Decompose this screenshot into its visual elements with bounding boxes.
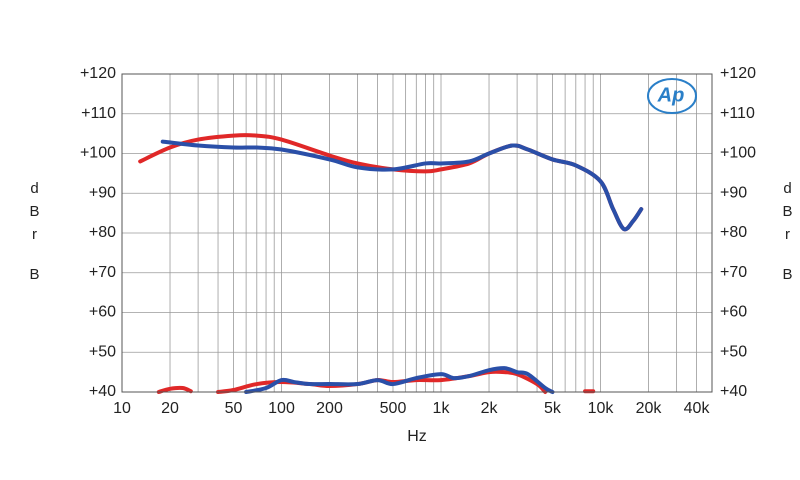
y2-tick-label: +80 bbox=[720, 224, 747, 241]
y2-tick-label: +60 bbox=[720, 304, 747, 321]
lines bbox=[138, 133, 644, 394]
x-tick-label: 5k bbox=[544, 400, 562, 417]
x-tick-label: 20k bbox=[636, 400, 663, 417]
x-tick-label: 1k bbox=[433, 400, 451, 417]
x-tick-label: 100 bbox=[268, 400, 295, 417]
y2-tick-label: +100 bbox=[720, 145, 756, 162]
y-tick-label: +100 bbox=[80, 145, 116, 162]
series-line bbox=[156, 385, 193, 394]
x-tick-label: 40k bbox=[684, 400, 711, 417]
series-line bbox=[244, 366, 555, 394]
y-axis-label: dBr bbox=[26, 180, 43, 249]
y-tick-label: +70 bbox=[89, 264, 116, 281]
x-tick-label: 50 bbox=[225, 400, 243, 417]
y-tick-label: +90 bbox=[89, 184, 116, 201]
x-tick-label: 500 bbox=[380, 400, 407, 417]
y2-tick-label: +70 bbox=[720, 264, 747, 281]
y-tick-label: +80 bbox=[89, 224, 116, 241]
x-tick-label: 2k bbox=[481, 400, 499, 417]
y-tick-label: +120 bbox=[80, 65, 116, 82]
x-tick-label: 10 bbox=[113, 400, 131, 417]
x-tick-label: 10k bbox=[588, 400, 615, 417]
x-tick-label: 20 bbox=[161, 400, 179, 417]
y2-axis-label: dBr bbox=[779, 180, 796, 249]
series-line bbox=[160, 139, 644, 232]
y2-tick-label: +90 bbox=[720, 184, 747, 201]
y-tick-label: +50 bbox=[89, 343, 116, 360]
logo: Ap bbox=[657, 84, 685, 106]
y2-tick-label: +120 bbox=[720, 65, 756, 82]
y2-tick-label: +50 bbox=[720, 343, 747, 360]
y-tick-label: +60 bbox=[89, 304, 116, 321]
y-tick-label: +40 bbox=[89, 383, 116, 400]
logo-ring bbox=[647, 78, 697, 114]
x-axis-label: Hz bbox=[407, 428, 427, 445]
plot-frame bbox=[121, 73, 713, 393]
y2-axis-label: B bbox=[779, 266, 796, 289]
x-tick-label: 200 bbox=[316, 400, 343, 417]
y-tick-label: +110 bbox=[81, 105, 116, 122]
y2-tick-label: +110 bbox=[720, 105, 755, 122]
y-axis-label: B bbox=[26, 266, 43, 289]
y2-tick-label: +40 bbox=[720, 383, 747, 400]
